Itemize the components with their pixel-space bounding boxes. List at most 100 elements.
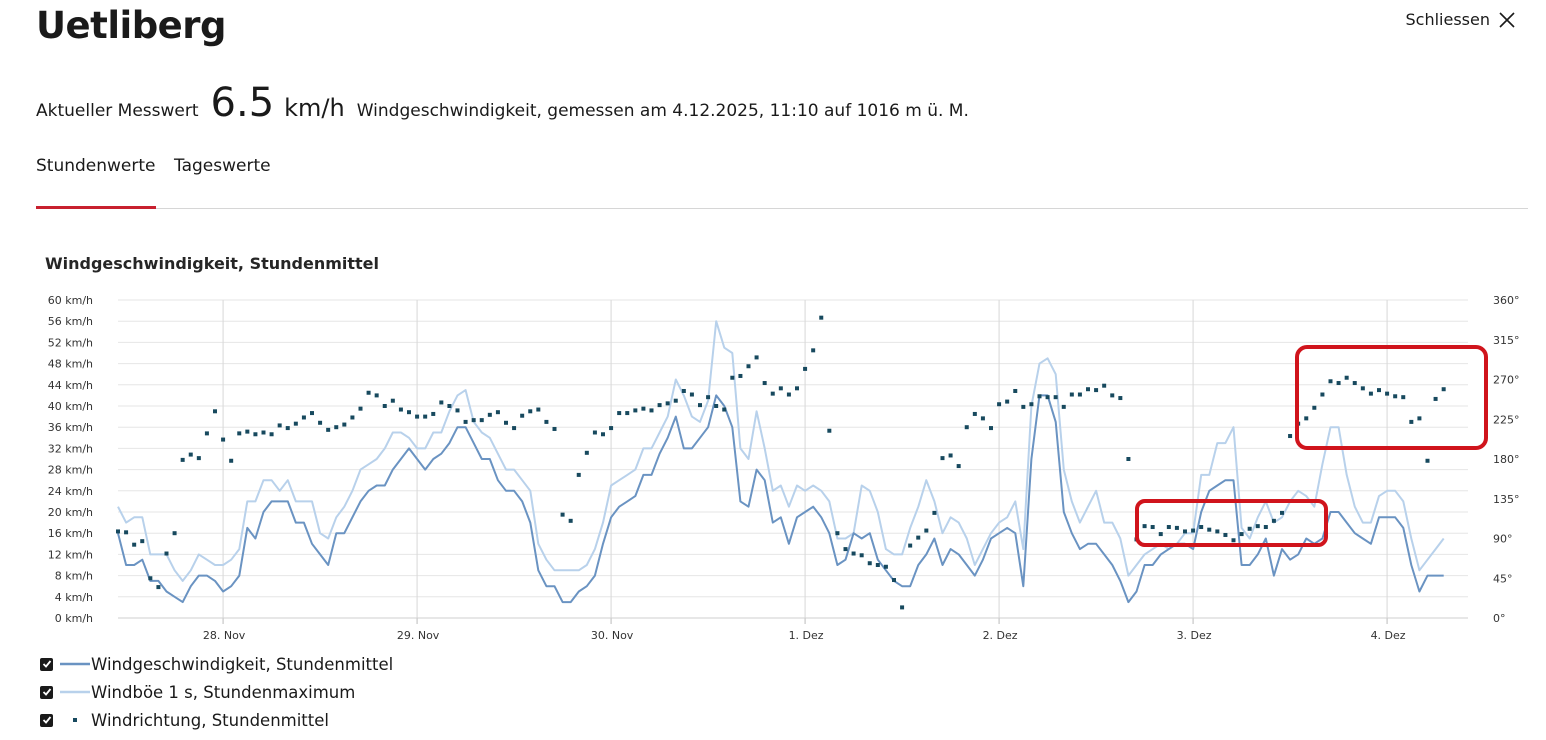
direction-marker: [512, 426, 517, 431]
direction-marker: [350, 415, 355, 420]
direction-marker: [1005, 399, 1010, 404]
direction-marker: [382, 404, 387, 408]
direction-marker: [762, 381, 767, 386]
direction-marker: [851, 551, 856, 556]
direction-marker: [811, 348, 816, 353]
y-tick-label-left: 4 km/h: [55, 591, 93, 604]
checkbox-checked-icon[interactable]: [40, 657, 53, 671]
direction-marker: [1021, 404, 1026, 409]
y-tick-label-left: 16 km/h: [48, 527, 93, 540]
direction-marker: [1223, 532, 1228, 537]
y-tick-label-left: 8 km/h: [55, 570, 93, 583]
direction-marker: [681, 388, 686, 393]
checkbox-checked-icon[interactable]: [40, 713, 53, 727]
y-tick-label-left: 28 km/h: [48, 464, 93, 477]
direction-marker: [1368, 391, 1373, 396]
direction-marker: [1336, 381, 1341, 386]
direction-marker: [1360, 386, 1365, 391]
y-tick-label-right: 315°: [1493, 334, 1520, 347]
direction-marker: [293, 421, 298, 426]
y-tick-label-left: 52 km/h: [48, 336, 93, 349]
y-tick-label-right: 360°: [1493, 294, 1520, 307]
measurement-label: Aktueller Messwert: [36, 101, 199, 121]
direction-marker: [1417, 416, 1422, 421]
legend-label-direction: Windrichtung, Stundenmittel: [91, 710, 329, 730]
direction-marker: [213, 409, 217, 414]
direction-marker: [956, 464, 961, 469]
legend-label-mean: Windgeschwindigkeit, Stundenmittel: [91, 654, 394, 674]
direction-marker: [487, 412, 492, 417]
direction-marker: [900, 605, 905, 610]
legend-item-gust[interactable]: Windböe 1 s, Stundenmaximum: [40, 678, 393, 706]
direction-marker: [237, 431, 242, 436]
direction-marker: [390, 398, 395, 403]
direction-marker: [883, 564, 888, 569]
direction-marker: [407, 410, 411, 415]
direction-marker: [601, 432, 605, 437]
direction-marker: [1352, 381, 1357, 386]
direction-marker: [552, 426, 557, 431]
direction-marker: [358, 406, 363, 411]
y-tick-label-left: 36 km/h: [48, 421, 93, 434]
direction-marker: [948, 453, 953, 458]
direction-marker: [1215, 529, 1220, 534]
direction-marker: [1344, 375, 1349, 380]
direction-marker: [827, 428, 832, 433]
direction-marker: [1061, 404, 1066, 409]
direction-marker: [843, 547, 848, 552]
page-title: Uetliberg: [36, 4, 227, 47]
direction-marker: [706, 395, 711, 400]
direction-marker: [1191, 528, 1196, 533]
direction-marker: [997, 402, 1002, 407]
direction-marker: [1158, 532, 1163, 537]
direction-marker: [916, 535, 921, 540]
direction-marker: [673, 398, 678, 403]
direction-marker: [366, 390, 371, 395]
y-tick-label-left: 12 km/h: [48, 548, 93, 561]
direction-marker: [196, 456, 201, 461]
direction-marker: [1199, 525, 1204, 530]
direction-marker: [1393, 394, 1398, 399]
checkbox-checked-icon[interactable]: [40, 685, 53, 699]
direction-marker: [665, 401, 670, 406]
direction-marker: [318, 420, 323, 425]
x-tick-label: 3. Dez: [1177, 629, 1212, 642]
direction-marker: [1441, 387, 1446, 392]
y-tick-label-left: 24 km/h: [48, 485, 93, 498]
measurement-value: 6.5: [210, 80, 275, 126]
direction-marker: [132, 542, 137, 547]
direction-marker: [657, 403, 662, 408]
current-measurement: Aktueller Messwert 6.5 km/h Windgeschwin…: [36, 80, 969, 126]
direction-marker: [1126, 457, 1131, 461]
direction-marker: [989, 426, 993, 431]
direction-marker: [560, 512, 565, 517]
direction-marker: [180, 457, 185, 462]
direction-marker: [172, 531, 177, 536]
legend-item-mean[interactable]: Windgeschwindigkeit, Stundenmittel: [40, 650, 393, 678]
legend-item-direction[interactable]: Windrichtung, Stundenmittel: [40, 706, 393, 734]
x-tick-label: 1. Dez: [789, 629, 824, 642]
wind-chart: 0 km/h 4 km/h 8 km/h 12 km/h 16 km/h 20 km/h 2…: [48, 294, 1520, 642]
y-tick-label-right: 45°: [1493, 572, 1513, 585]
direction-marker: [649, 408, 654, 413]
direction-marker: [1271, 518, 1276, 523]
line-swatch-icon: [60, 662, 90, 666]
close-button[interactable]: Schliessen: [1406, 10, 1516, 29]
marker-swatch-icon: [73, 718, 77, 722]
direction-marker: [1102, 383, 1107, 388]
direction-marker: [204, 431, 209, 436]
direction-marker: [1045, 395, 1050, 400]
direction-marker: [188, 452, 193, 457]
direction-marker: [1425, 458, 1430, 463]
direction-marker: [964, 425, 969, 430]
tab-stundenwerte[interactable]: Stundenwerte: [36, 154, 156, 209]
direction-marker: [625, 411, 630, 416]
y-tick-label-right: 0°: [1493, 612, 1506, 625]
direction-marker: [164, 551, 169, 556]
tab-tageswerte[interactable]: Tageswerte: [174, 156, 271, 176]
direction-marker: [859, 553, 864, 558]
direction-marker: [1288, 434, 1293, 439]
direction-marker: [1320, 392, 1325, 397]
x-tick-label: 30. Nov: [591, 629, 634, 642]
direction-marker: [932, 510, 937, 515]
